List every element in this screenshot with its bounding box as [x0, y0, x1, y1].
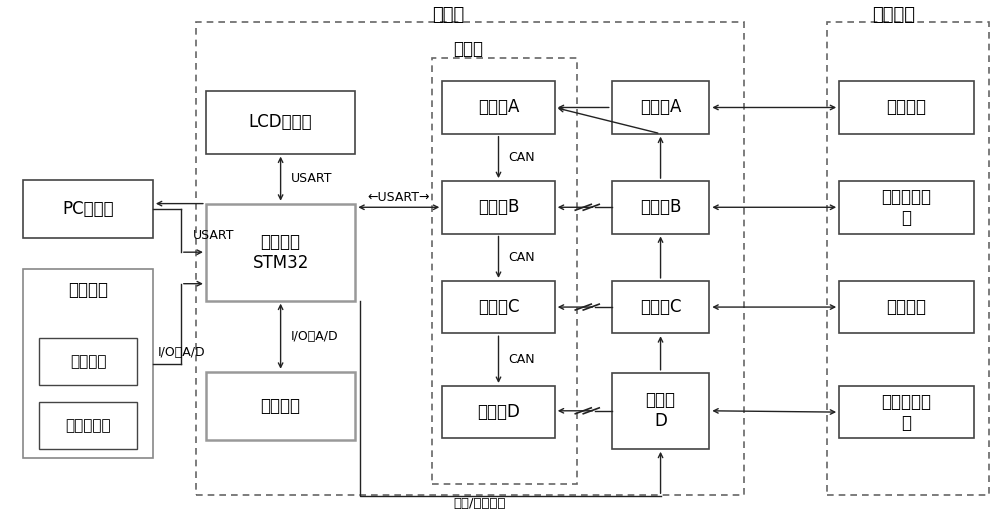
Text: CAN: CAN [508, 353, 535, 366]
Text: 展开电机: 展开电机 [886, 99, 926, 117]
Bar [432, 58, 577, 484]
Text: LCD显示屏: LCD显示屏 [249, 113, 312, 131]
Bar [612, 281, 709, 333]
Text: 操作面板: 操作面板 [261, 397, 301, 415]
Bar [23, 269, 153, 458]
Bar [839, 386, 974, 438]
Bar [827, 22, 989, 495]
Text: 驱动器B: 驱动器B [478, 199, 519, 216]
Bar [612, 81, 709, 134]
Text: 反馈系统: 反馈系统 [68, 281, 108, 299]
Text: I/O、A/D: I/O、A/D [158, 346, 206, 359]
Bar [839, 81, 974, 134]
Text: 机械驱动: 机械驱动 [872, 6, 915, 24]
Text: PC上位机: PC上位机 [62, 200, 114, 218]
Bar [206, 91, 355, 154]
Bar [442, 281, 555, 333]
Bar [206, 204, 355, 301]
Bar [612, 373, 709, 449]
Text: 到位开关: 到位开关 [70, 354, 106, 369]
Bar [196, 22, 744, 495]
Bar [442, 181, 555, 233]
Bar [39, 337, 137, 385]
Text: 驱动器C: 驱动器C [478, 298, 519, 316]
Text: 收拢电机: 收拢电机 [886, 298, 926, 316]
Text: 继电器
D: 继电器 D [646, 391, 676, 430]
Bar [442, 81, 555, 134]
Text: CAN: CAN [508, 251, 535, 263]
Text: 收拢备份电
机: 收拢备份电 机 [881, 393, 931, 431]
Text: 驱动器: 驱动器 [453, 40, 483, 58]
Text: 继电器C: 继电器C [640, 298, 681, 316]
Text: I/O、A/D: I/O、A/D [291, 329, 338, 343]
Text: 控制柜: 控制柜 [432, 6, 464, 24]
Bar [839, 181, 974, 233]
Text: 驱动器A: 驱动器A [478, 99, 519, 117]
Bar [442, 386, 555, 438]
Bar [23, 180, 153, 238]
Bar [39, 402, 137, 449]
Text: 继电器A: 继电器A [640, 99, 681, 117]
Bar [206, 372, 355, 440]
Text: USART: USART [291, 172, 332, 185]
Text: 展开备份电
机: 展开备份电 机 [881, 188, 931, 227]
Text: USART: USART [193, 229, 234, 242]
Bar [612, 181, 709, 233]
Text: 断开/闭合信号: 断开/闭合信号 [454, 497, 506, 510]
Text: CAN: CAN [508, 151, 535, 164]
Text: 驱动器D: 驱动器D [477, 403, 520, 421]
Text: ←USART→: ←USART→ [368, 191, 430, 204]
Text: 继电器B: 继电器B [640, 199, 681, 216]
Text: 主控芯片
STM32: 主控芯片 STM32 [252, 233, 309, 271]
Text: 张力传感器: 张力传感器 [65, 418, 111, 433]
Bar [839, 281, 974, 333]
